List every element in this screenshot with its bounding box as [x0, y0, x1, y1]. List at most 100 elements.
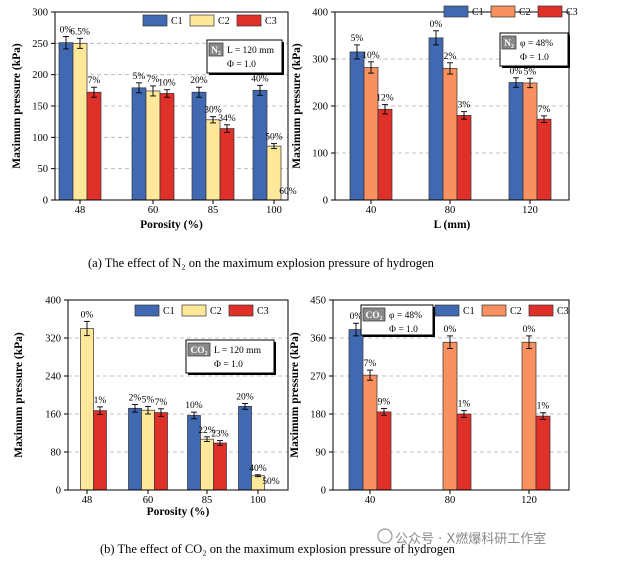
chart-a1-annotation-line2: Φ = 1.0	[227, 60, 256, 70]
chart-b1-legend-label: C3	[257, 306, 269, 317]
chart-a1-bar-c1	[58, 42, 74, 201]
chart-b1-bar-c1	[238, 406, 252, 491]
chart-b1-data-label: 2%	[129, 394, 142, 404]
chart-a1-y-axis-title: Maximum pressure (kPa)	[11, 43, 23, 169]
chart-a1-bar-c2	[205, 119, 221, 201]
chart-b1-data-label: 7%	[155, 398, 168, 408]
chart-b1-data-label: 23%	[211, 430, 229, 440]
chart-a1-ytick-label: 0	[43, 196, 48, 207]
chart-a2-gas-badge	[501, 35, 517, 50]
chart-b2-legend-swatch	[434, 304, 460, 317]
chart-a2-ytick-label: 300	[312, 55, 328, 66]
chart-b1-xtick-label: 85	[202, 495, 213, 506]
chart-a1-ytick-label: 200	[32, 70, 48, 81]
chart-b1-legend-swatch	[181, 304, 207, 317]
chart-b1-gas-badge	[187, 342, 211, 357]
chart-b2-gas-label: CO₂	[365, 311, 382, 321]
chart-b1-annotation-line2: Φ = 1.0	[214, 360, 243, 370]
chart-a2-data-label: 10%	[362, 51, 380, 61]
chart-b2-annotation-line1: φ = 48%	[389, 311, 422, 321]
chart-a2-bar-c1	[349, 51, 365, 201]
chart-a2-legend-swatch	[443, 5, 469, 18]
chart-b2-data-label: 0%	[444, 325, 457, 335]
chart-a2-y-axis-title: Maximum pressure (kPa)	[291, 43, 303, 169]
chart-a2-legend-label: C2	[519, 7, 531, 18]
chart-a2-bar-c3	[456, 115, 472, 201]
chart-b1-data-label: 22%	[198, 426, 216, 436]
chart-a1-data-label: 7%	[88, 76, 101, 86]
chart-b2-data-label: 0%	[350, 312, 363, 322]
chart-b1-bar-c2	[80, 328, 94, 491]
chart-a1-data-label: 20%	[190, 76, 208, 86]
chart-b1-ytick-label: 80	[51, 448, 62, 459]
chart-a2-legend-swatch	[537, 5, 563, 18]
watermark-icon	[377, 528, 393, 544]
chart-a1-ytick-label: 300	[32, 8, 48, 19]
chart-b1-bar-c2	[141, 409, 155, 491]
chart-b1-xtick-label: 100	[250, 495, 266, 506]
chart-b2-plot-frame	[332, 299, 570, 491]
chart-a1-data-label: 0%	[60, 25, 73, 35]
chart-a1-xtick-label: 60	[148, 205, 159, 216]
chart-b1-bar-c2	[200, 438, 214, 491]
chart-a2-bar-c2	[363, 67, 379, 201]
chart-b2-legend-swatch	[481, 304, 507, 317]
chart-a1-legend-label: C3	[265, 16, 277, 27]
chart-b1-gas-label: CO₂	[190, 346, 207, 356]
chart-a1-data-label: 6.5%	[70, 27, 90, 37]
chart-a1-data-label: 40%	[251, 74, 269, 84]
chart-a1-ytick-label: 50	[38, 164, 49, 175]
chart-b2-legend-label: C3	[557, 306, 569, 317]
chart-a1-plot-frame	[54, 11, 289, 201]
chart-a1-legend-label: C2	[218, 16, 230, 27]
chart-a2-bar-c1	[508, 82, 524, 201]
chart-b2-xtick-label: 40	[365, 495, 376, 506]
chart-a1-xtick-label: 100	[266, 205, 282, 216]
chart-a1-bar-c2	[72, 42, 88, 201]
chart-a1-bar-c2	[145, 90, 161, 201]
chart-b1-xtick-label: 48	[82, 495, 93, 506]
chart-a1-legend-label: C1	[171, 16, 183, 27]
chart-b2-bar-c2	[362, 374, 378, 491]
chart-a2-ytick-label: 200	[312, 102, 328, 113]
chart-b1-x-axis-title: Porosity (%)	[147, 506, 210, 518]
chart-b2-bar-c3	[376, 411, 392, 491]
chart-b2-data-label: 9%	[378, 398, 391, 408]
chart-b1-bar-c3	[213, 442, 227, 491]
chart-a2-ytick-label: 400	[312, 8, 328, 19]
chart-a1-data-label: 10%	[158, 79, 176, 89]
chart-b1-data-label: 40%	[249, 464, 267, 474]
chart-b2-data-label: 1%	[537, 402, 550, 412]
caption-b: (b) The effect of CO₂ on the maximum exp…	[100, 542, 455, 556]
chart-b1-bar-c1	[128, 407, 142, 491]
chart-b2-data-label: 1%	[458, 400, 471, 410]
chart-b2-gas-badge	[362, 307, 386, 322]
chart-a1-legend-swatch	[236, 14, 262, 27]
chart-b1-ytick-label: 240	[45, 372, 61, 383]
chart-b2-ytick-label: 180	[310, 410, 326, 421]
chart-a1-gas-label: N₂	[211, 46, 221, 56]
chart-b2-ytick-label: 0	[321, 486, 326, 497]
chart-a2-x-axis-title: L (mm)	[434, 219, 471, 231]
chart-a2-data-label: 7%	[538, 105, 551, 115]
chart-b1-ytick-label: 320	[45, 334, 61, 345]
chart-b1-plot-frame	[67, 299, 289, 491]
chart-a2-bar-c3	[536, 118, 552, 201]
chart-b2-ytick-label: 270	[310, 372, 326, 383]
chart-a2-bar-c3	[377, 108, 393, 201]
chart-b2-legend-label: C2	[510, 306, 522, 317]
chart-b2-data-label: 7%	[364, 359, 377, 369]
chart-a1-xtick-label: 85	[208, 205, 219, 216]
chart-b2-y-axis-title: Maximum pressure (kPa)	[289, 332, 301, 458]
chart-a1-ytick-label: 150	[32, 102, 48, 113]
chart-a2-legend-label: C1	[472, 7, 484, 18]
chart-b2-annotation-line2: Φ = 1.0	[389, 325, 418, 335]
chart-a1-data-label: 50%	[265, 133, 283, 143]
chart-b2-ytick-label: 90	[316, 448, 327, 459]
chart-b2-bar-c2	[442, 341, 458, 491]
chart-b1-ytick-label: 0	[56, 486, 61, 497]
chart-a1-data-label: 5%	[133, 72, 146, 82]
chart-a2-gas-label: N₂	[504, 39, 514, 49]
chart-b1-annotation-line1: L = 120 mm	[214, 346, 262, 356]
